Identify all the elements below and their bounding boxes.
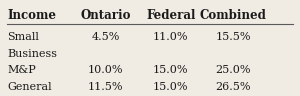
Text: Combined: Combined: [200, 9, 267, 22]
Text: 25.0%: 25.0%: [215, 65, 251, 75]
Text: 15.0%: 15.0%: [153, 65, 189, 75]
Text: Small: Small: [7, 32, 39, 42]
Text: Federal: Federal: [146, 9, 196, 22]
Text: Business: Business: [7, 49, 57, 59]
Text: Income: Income: [7, 9, 56, 22]
Text: M&P: M&P: [7, 65, 36, 75]
Text: 15.0%: 15.0%: [153, 82, 189, 92]
Text: 10.0%: 10.0%: [88, 65, 123, 75]
Text: Ontario: Ontario: [80, 9, 131, 22]
Text: 26.5%: 26.5%: [215, 82, 251, 92]
Text: 4.5%: 4.5%: [91, 32, 120, 42]
Text: 15.5%: 15.5%: [215, 32, 251, 42]
Text: 11.0%: 11.0%: [153, 32, 189, 42]
Text: General: General: [7, 82, 52, 92]
Text: 11.5%: 11.5%: [88, 82, 123, 92]
